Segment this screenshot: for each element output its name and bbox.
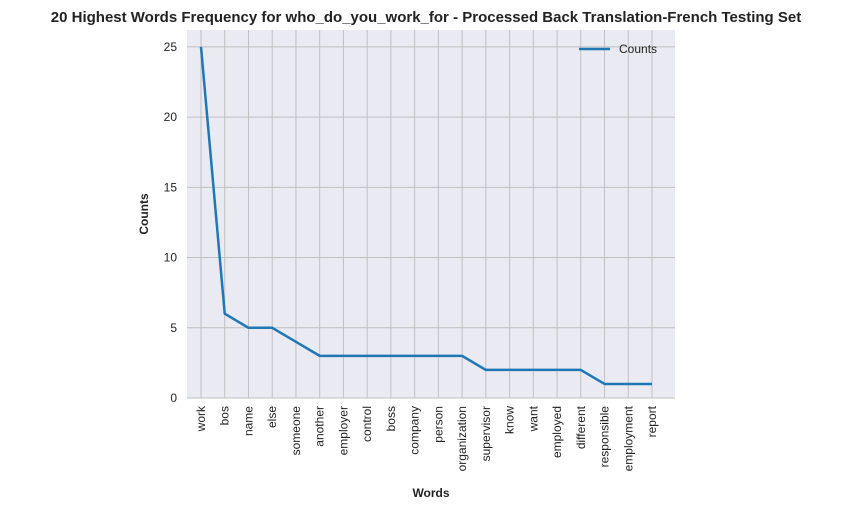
y-tick-label: 5	[170, 321, 177, 335]
x-tick-label: want	[526, 405, 540, 432]
y-tick-label: 15	[164, 180, 178, 194]
x-tick-label: know	[503, 406, 517, 434]
x-tick-label: else	[265, 406, 279, 428]
y-axis-label: Counts	[137, 193, 151, 235]
y-axis: 0 5 10 15 20 25	[164, 40, 178, 405]
x-tick-label: bos	[218, 406, 232, 425]
y-tick-label: 0	[170, 391, 177, 405]
x-tick-label: person	[431, 406, 445, 443]
x-tick-label: responsible	[598, 406, 612, 468]
x-tick-label: someone	[289, 406, 303, 456]
x-tick-label: organization	[455, 406, 469, 471]
x-tick-label: employer	[336, 406, 350, 455]
legend: Counts	[579, 42, 657, 56]
x-tick-label: boss	[384, 406, 398, 431]
x-tick-label: another	[313, 406, 327, 447]
y-tick-label: 20	[164, 110, 178, 124]
grid	[187, 30, 675, 399]
x-tick-label: work	[194, 405, 208, 432]
x-axis: work bos name else someone another employer con…	[194, 405, 659, 471]
x-tick-label: employed	[550, 406, 564, 458]
x-tick-label: company	[408, 406, 422, 455]
legend-label: Counts	[619, 42, 657, 56]
series-layer	[199, 46, 653, 386]
x-tick-label: supervisor	[479, 406, 493, 461]
x-tick-label: name	[241, 406, 255, 436]
x-tick-label: employment	[621, 405, 635, 471]
x-tick-label: different	[574, 405, 588, 449]
y-tick-label: 25	[164, 40, 178, 54]
x-tick-label: control	[360, 406, 374, 442]
x-axis-label: Words	[412, 486, 449, 500]
chart-title: 20 Highest Words Frequency for who_do_yo…	[51, 9, 801, 26]
series-line-counts	[199, 46, 652, 386]
y-tick-label: 10	[164, 251, 178, 265]
x-tick-label: report	[645, 405, 659, 437]
plot-area	[187, 30, 675, 398]
